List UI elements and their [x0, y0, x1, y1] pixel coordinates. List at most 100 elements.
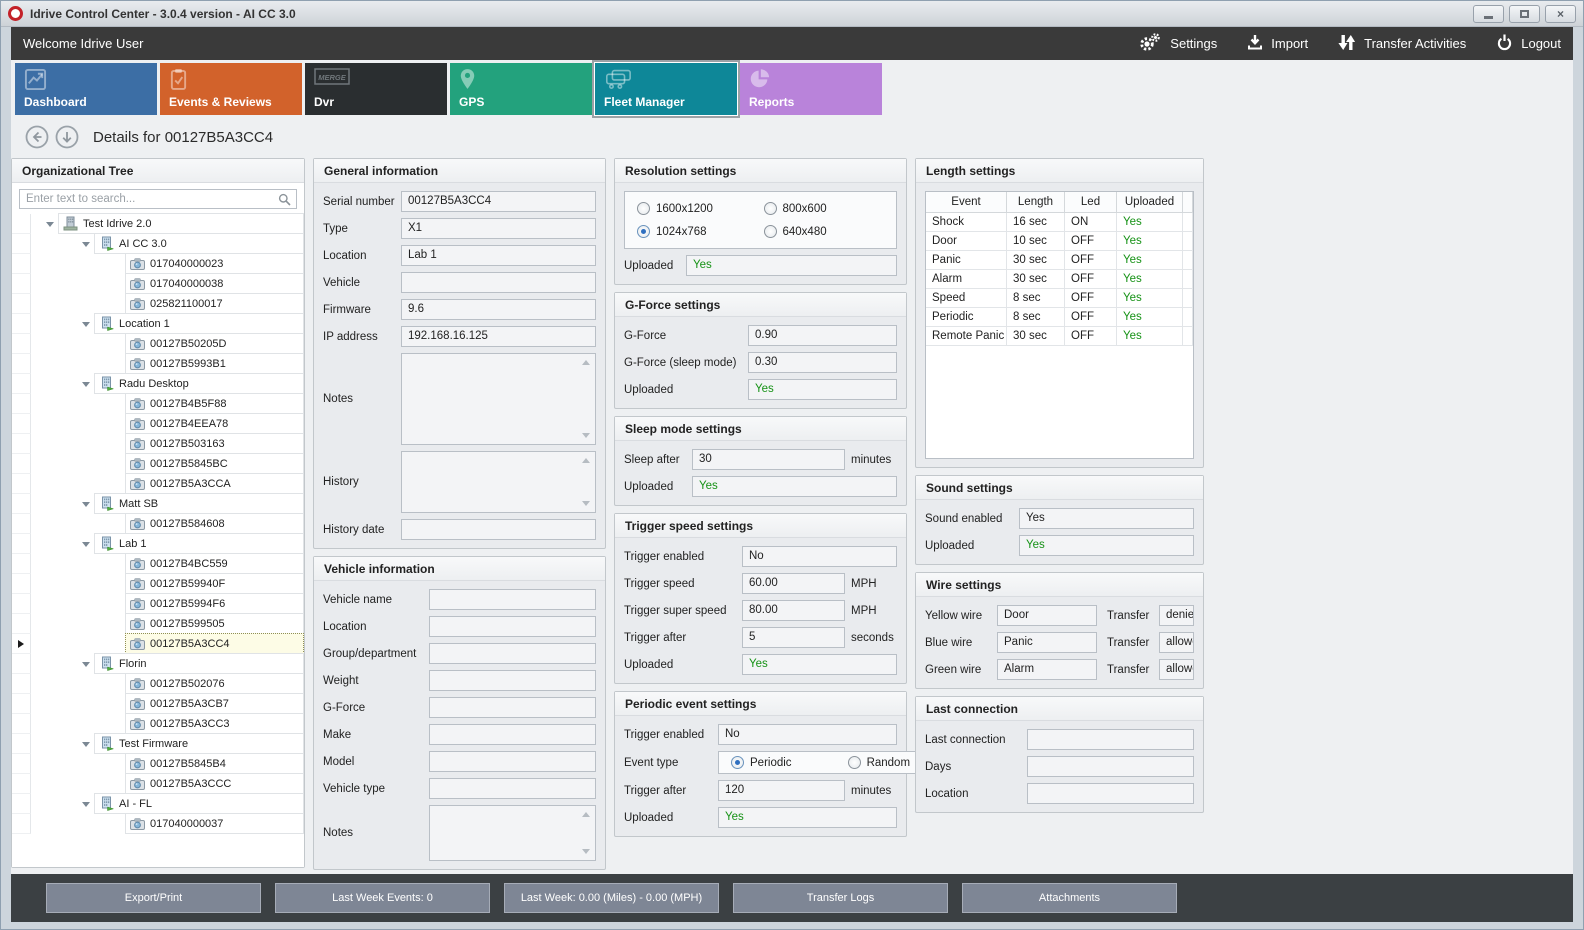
settings-button[interactable]: Settings [1138, 32, 1217, 55]
tab-dashboard[interactable]: Dashboard [15, 63, 157, 115]
blue-wire-field[interactable]: Panic [997, 632, 1097, 653]
tree-item-test-firmware[interactable]: Test Firmware [94, 733, 304, 754]
table-row-speed[interactable]: Speed 8 sec OFF Yes [926, 288, 1193, 308]
tab-gps[interactable]: GPS [450, 63, 592, 115]
trigger-after-field[interactable]: 5 [742, 627, 845, 648]
last-week-button[interactable]: Last Week: 0.00 (Miles) - 0.00 (MPH) [504, 883, 719, 913]
tree-item-ai-cc-3-0[interactable]: AI CC 3.0 [94, 233, 304, 254]
table-row-shock[interactable]: Shock 16 sec ON Yes [926, 212, 1193, 232]
green-wire-field[interactable]: Alarm [997, 659, 1097, 680]
tree-item-lab-1[interactable]: Lab 1 [94, 533, 304, 554]
back-button[interactable] [25, 125, 49, 149]
green-wire-transfer-field[interactable]: allowed [1159, 659, 1194, 680]
last-week-events-button[interactable]: Last Week Events: 0 [275, 883, 490, 913]
table-row-alarm[interactable]: Alarm 30 sec OFF Yes [926, 269, 1193, 289]
column-header-led[interactable]: Led [1064, 192, 1117, 213]
expand-collapse-arrow[interactable] [77, 494, 94, 514]
radio-option-1024x768[interactable]: 1024x768 [637, 225, 758, 238]
vehicle-field[interactable] [401, 272, 596, 293]
weight-field[interactable] [429, 670, 596, 691]
trigger-super-speed-field[interactable]: 80.00 [742, 600, 845, 621]
table-row-remote-panic[interactable]: Remote Panic 30 sec OFF Yes [926, 326, 1193, 346]
g-force-field[interactable]: 0.90 [748, 325, 897, 346]
tree-item-ai-fl[interactable]: AI - FL [94, 793, 304, 814]
tree-item-017040000038[interactable]: 017040000038 [125, 273, 304, 294]
blue-wire-transfer-field[interactable]: allowed [1159, 632, 1194, 653]
radio-option-640x480[interactable]: 640x480 [763, 225, 885, 238]
column-header-event[interactable]: Event [926, 192, 1007, 213]
type-field[interactable]: X1 [401, 218, 596, 239]
location-field[interactable] [1027, 783, 1194, 804]
tree-item-00127b4eea78[interactable]: 00127B4EEA78 [125, 413, 304, 434]
tree-item-test-idrive-2-0[interactable]: Test Idrive 2.0 [58, 213, 304, 234]
sound-enabled-field[interactable]: Yes [1019, 508, 1194, 529]
notes-textarea[interactable] [429, 805, 596, 861]
expand-down-button[interactable] [55, 125, 79, 149]
import-button[interactable]: Import [1247, 34, 1308, 53]
table-row-door[interactable]: Door 10 sec OFF Yes [926, 231, 1193, 251]
history-date-field[interactable] [401, 519, 596, 540]
table-row-periodic[interactable]: Periodic 8 sec OFF Yes [926, 307, 1193, 327]
days-field[interactable] [1027, 756, 1194, 777]
maximize-button[interactable] [1509, 4, 1540, 23]
radio-option-800x600[interactable]: 800x600 [763, 202, 885, 215]
tab-fleet-manager[interactable]: Fleet Manager [595, 63, 737, 115]
trigger-after-field[interactable]: 120 [718, 780, 845, 801]
tree-item-00127b59940f[interactable]: 00127B59940F [125, 573, 304, 594]
trigger-speed-field[interactable]: 60.00 [742, 573, 845, 594]
tree-item-matt-sb[interactable]: Matt SB [94, 493, 304, 514]
transfer-activities-button[interactable]: Transfer Activities [1338, 34, 1466, 54]
make-field[interactable] [429, 724, 596, 745]
serial-number-field[interactable]: 00127B5A3CC4 [401, 191, 596, 212]
tree-item-00127b5845bc[interactable]: 00127B5845BC [125, 453, 304, 474]
tree-item-00127b503163[interactable]: 00127B503163 [125, 433, 304, 454]
search-input[interactable] [19, 189, 297, 209]
notes-textarea[interactable] [401, 353, 596, 445]
yellow-wire-field[interactable]: Door [997, 605, 1097, 626]
column-header-uploaded[interactable]: Uploaded [1116, 192, 1183, 213]
column-header-length[interactable]: Length [1006, 192, 1065, 213]
tab-reports[interactable]: Reports [740, 63, 882, 115]
location-field[interactable] [429, 616, 596, 637]
location-field[interactable]: Lab 1 [401, 245, 596, 266]
sleep-after-field[interactable]: 30 [692, 449, 845, 470]
expand-collapse-arrow[interactable] [77, 374, 94, 394]
minimize-button[interactable] [1473, 4, 1504, 23]
tree-item-00127b5a3ccc[interactable]: 00127B5A3CCC [125, 773, 304, 794]
expand-collapse-arrow[interactable] [77, 314, 94, 334]
tree-item-00127b5993b1[interactable]: 00127B5993B1 [125, 353, 304, 374]
logout-button[interactable]: Logout [1496, 34, 1561, 54]
vehicle-name-field[interactable] [429, 589, 596, 610]
radio-option-random[interactable]: Random [847, 756, 910, 769]
tree-item-00127b502076[interactable]: 00127B502076 [125, 673, 304, 694]
ip-address-field[interactable]: 192.168.16.125 [401, 326, 596, 347]
tree-item-017040000037[interactable]: 017040000037 [125, 813, 304, 834]
tree-item-00127b5a3cb7[interactable]: 00127B5A3CB7 [125, 693, 304, 714]
tree-item-025821100017[interactable]: 025821100017 [125, 293, 304, 314]
tree-item-00127b5a3cc3[interactable]: 00127B5A3CC3 [125, 713, 304, 734]
close-button[interactable]: × [1545, 4, 1576, 23]
transfer-logs-button[interactable]: Transfer Logs [733, 883, 948, 913]
vehicle-type-field[interactable] [429, 778, 596, 799]
tree-item-00127b584608[interactable]: 00127B584608 [125, 513, 304, 534]
group-department-field[interactable] [429, 643, 596, 664]
expand-collapse-arrow[interactable] [41, 214, 58, 234]
tab-events-reviews[interactable]: Events & Reviews [160, 63, 302, 115]
history-textarea[interactable] [401, 451, 596, 513]
expand-collapse-arrow[interactable] [77, 734, 94, 754]
g-force-field[interactable] [429, 697, 596, 718]
tree-item-radu-desktop[interactable]: Radu Desktop [94, 373, 304, 394]
tree-item-00127b50205d[interactable]: 00127B50205D [125, 333, 304, 354]
expand-collapse-arrow[interactable] [77, 234, 94, 254]
tree-item-location-1[interactable]: Location 1 [94, 313, 304, 334]
expand-collapse-arrow[interactable] [77, 534, 94, 554]
export-print-button[interactable]: Export/Print [46, 883, 261, 913]
expand-collapse-arrow[interactable] [77, 654, 94, 674]
tree-item-florin[interactable]: Florin [94, 653, 304, 674]
model-field[interactable] [429, 751, 596, 772]
trigger-enabled-field[interactable]: No [718, 724, 897, 745]
tree-item-00127b4bc559[interactable]: 00127B4BC559 [125, 553, 304, 574]
tree-item-00127b5a3cca[interactable]: 00127B5A3CCA [125, 473, 304, 494]
firmware-field[interactable]: 9.6 [401, 299, 596, 320]
tab-dvr[interactable]: MERGE Dvr [305, 63, 447, 115]
